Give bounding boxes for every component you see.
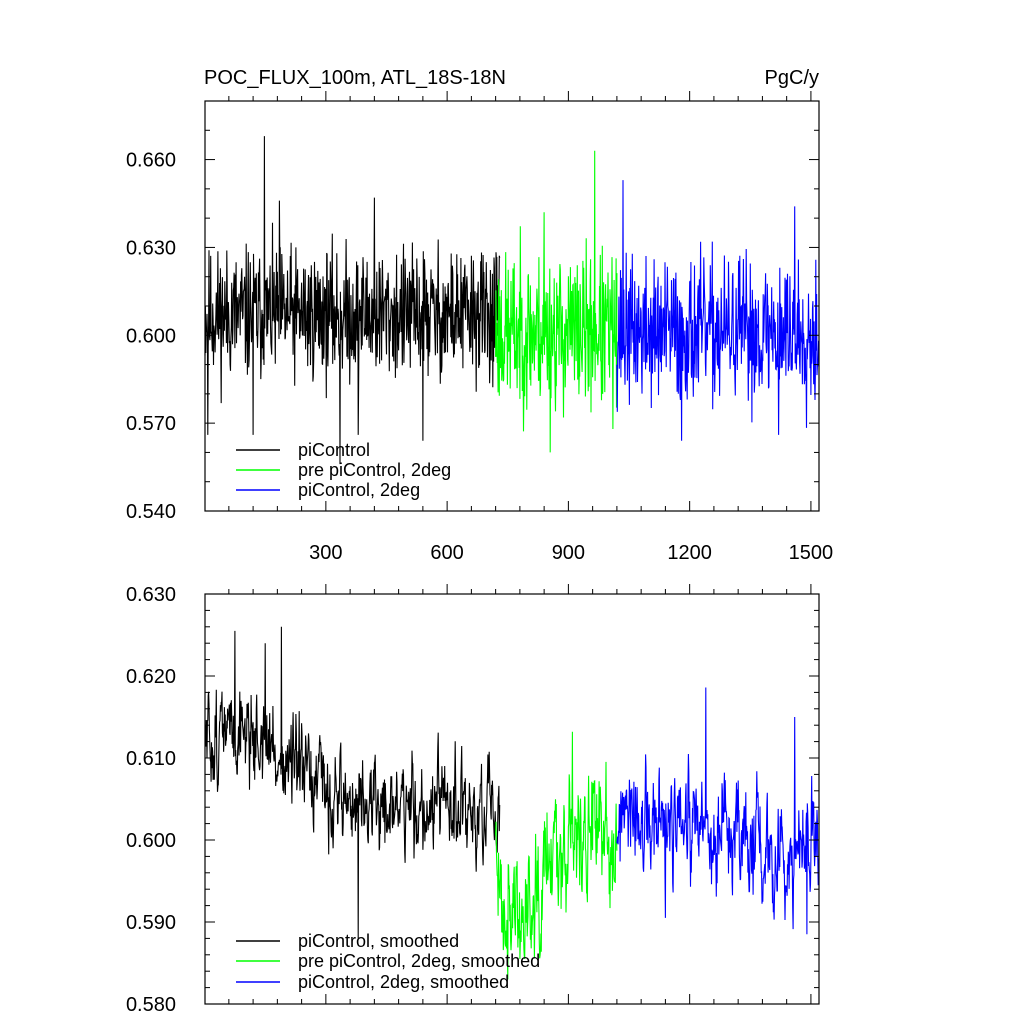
top-panel-legend: piControl pre piControl, 2deg piControl,… — [236, 440, 451, 500]
bottom-y-tick-label: 0.600 — [126, 830, 176, 852]
top-x-tick-label: 600 — [430, 542, 463, 564]
top-y-tick-label: 0.570 — [126, 413, 176, 435]
top-panel-units: PgC/y — [765, 67, 819, 89]
top-series-line-3 — [616, 180, 820, 441]
bottom-panel-frame — [204, 593, 820, 1005]
top-y-tick-label: 0.540 — [126, 501, 176, 523]
bottom-y-tick-label: 0.610 — [126, 748, 176, 770]
top-panel-title: POC_FLUX_100m, ATL_18S-18N — [204, 67, 506, 89]
bottom-y-tick-label: 0.630 — [126, 584, 176, 606]
top-panel-series-group — [204, 136, 820, 465]
top-x-tick-label: 900 — [552, 542, 585, 564]
top-y-tick-label: 0.660 — [126, 150, 176, 172]
bottom-panel: 0.580 0.590 0.600 0.610 0.620 0.630 piControl… — [126, 584, 820, 1016]
top-panel-frame — [204, 100, 820, 512]
bottom-y-tick-label: 0.620 — [126, 666, 176, 688]
bottom-panel-legend: piControl, smoothed pre piControl, 2deg,… — [236, 931, 540, 992]
bottom-series-line-2 — [495, 731, 618, 980]
bottom-series-line-3 — [616, 687, 820, 935]
top-panel-ticks-group: 300 600 900 1200 1500 0.540 0.570 0.600 0.630 0.6… — [126, 91, 833, 564]
top-series-line-1 — [204, 136, 501, 465]
top-y-tick-label: 0.630 — [126, 237, 176, 259]
legend-label-picontrol: piControl — [298, 440, 370, 460]
top-y-tick-label: 0.600 — [126, 325, 176, 347]
top-series-line-2 — [495, 150, 618, 453]
top-panel: POC_FLUX_100m, ATL_18S-18N PgC/y 300 600 9… — [126, 67, 833, 564]
legend-label-picontrol-2deg-smoothed: piControl, 2deg, smoothed — [298, 972, 509, 992]
legend-label-picontrol-smoothed: piControl, smoothed — [298, 931, 459, 951]
top-x-tick-label: 1200 — [667, 542, 712, 564]
bottom-panel-ticks-group: 0.580 0.590 0.600 0.610 0.620 0.630 — [126, 584, 819, 1016]
top-x-tick-label: 1500 — [789, 542, 834, 564]
legend-label-pre-picontrol-smoothed: pre piControl, 2deg, smoothed — [298, 951, 540, 971]
bottom-y-tick-label: 0.580 — [126, 994, 176, 1016]
bottom-panel-series-group — [204, 626, 820, 980]
bottom-y-tick-label: 0.590 — [126, 912, 176, 934]
top-x-tick-label: 300 — [309, 542, 342, 564]
bottom-series-line-1 — [204, 626, 501, 939]
legend-label-picontrol-2deg: piControl, 2deg — [298, 480, 420, 500]
legend-label-pre-picontrol: pre piControl, 2deg — [298, 460, 451, 480]
